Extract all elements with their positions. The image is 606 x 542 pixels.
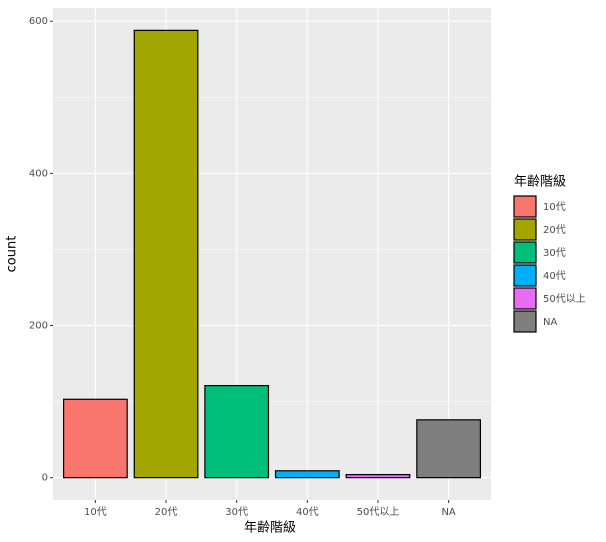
legend-label: 40代 xyxy=(543,270,566,282)
legend-key xyxy=(513,264,537,287)
bar xyxy=(133,29,199,479)
legend-label: NA xyxy=(543,317,557,328)
bar xyxy=(274,470,340,479)
bar xyxy=(345,473,411,479)
bar xyxy=(62,398,128,479)
x-tick-label: 10代 xyxy=(84,506,107,518)
y-tick-label: 600 xyxy=(29,16,48,27)
legend-key xyxy=(513,195,537,218)
legend-title: 年齢階級 xyxy=(514,175,566,190)
y-axis-title: count xyxy=(5,236,20,273)
x-tick-label: 30代 xyxy=(225,506,248,518)
y-tick-label: 200 xyxy=(29,321,48,332)
x-tick-label: NA xyxy=(441,507,455,518)
bar xyxy=(204,384,270,479)
legend-label: 10代 xyxy=(543,201,566,213)
x-tick-label: 50代以上 xyxy=(357,506,400,518)
bar xyxy=(416,419,482,479)
legend-label: 50代以上 xyxy=(543,293,586,305)
legend-key xyxy=(513,241,537,264)
x-tick-label: 20代 xyxy=(155,506,178,518)
x-axis-title: 年齢階級 xyxy=(244,521,296,536)
legend-key xyxy=(513,218,537,241)
y-tick-label: 0 xyxy=(42,473,48,484)
legend-key xyxy=(513,310,537,333)
x-tick-label: 40代 xyxy=(296,506,319,518)
y-tick-label: 400 xyxy=(29,168,48,179)
legend-label: 30代 xyxy=(543,247,566,259)
legend-label: 20代 xyxy=(543,224,566,236)
legend-key xyxy=(513,287,537,310)
